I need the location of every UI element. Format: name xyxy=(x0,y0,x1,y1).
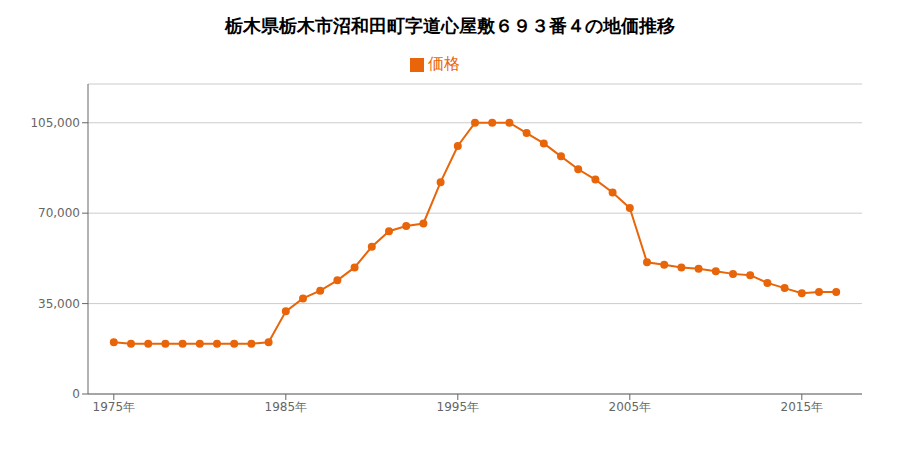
svg-text:0: 0 xyxy=(72,387,80,401)
svg-text:1995年: 1995年 xyxy=(437,400,480,414)
svg-text:1975年: 1975年 xyxy=(93,400,136,414)
svg-text:70,000: 70,000 xyxy=(38,206,80,220)
svg-text:35,000: 35,000 xyxy=(38,297,80,311)
html-text:栃木県栃木市沼和田町字道心屋敷６９３番４の地価推移: 栃木県栃木市沼和田町字道心屋敷６９３番４の地価推移 xyxy=(225,15,675,36)
svg-text:1985年: 1985年 xyxy=(265,400,308,414)
svg-text:105,000: 105,000 xyxy=(30,116,80,130)
svg-text:2015年: 2015年 xyxy=(781,400,824,414)
html-text:価格: 価格 xyxy=(428,54,460,73)
svg-text:2005年: 2005年 xyxy=(609,400,652,414)
